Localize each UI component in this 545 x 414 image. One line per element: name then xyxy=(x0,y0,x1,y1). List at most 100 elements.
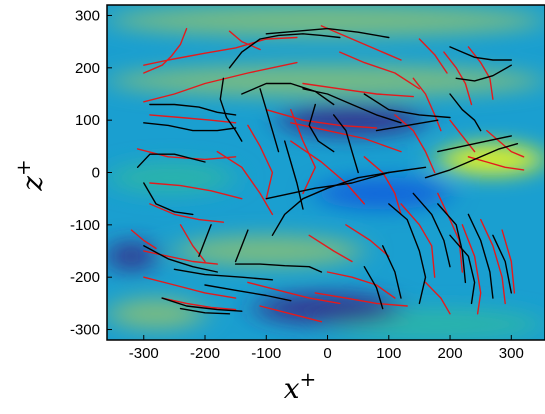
heatmap-field xyxy=(107,5,545,340)
streak-line xyxy=(449,93,482,132)
streak-line xyxy=(449,234,476,305)
streak-series-1 xyxy=(136,27,519,315)
streak-line xyxy=(308,234,353,263)
streak-line xyxy=(143,276,237,299)
streak-line xyxy=(149,182,243,200)
streak-line xyxy=(173,268,274,281)
streak-line xyxy=(284,140,304,210)
streak-line xyxy=(412,192,451,268)
heatmap-band xyxy=(174,235,365,268)
streak-line xyxy=(228,30,261,51)
heatmap-band xyxy=(107,297,206,330)
streak-line xyxy=(501,229,516,294)
streak-line xyxy=(234,229,249,263)
x-axis-label-main: x xyxy=(284,372,300,405)
streak-line xyxy=(143,182,194,216)
streak-line xyxy=(198,224,212,257)
streak-line xyxy=(437,135,512,153)
y-axis-ticks: 300 200 100 0 -100 -200 -300 xyxy=(70,7,112,339)
streak-line xyxy=(247,124,274,200)
streak-line xyxy=(443,51,473,106)
streak-line xyxy=(265,109,378,129)
x-tick-label: 100 xyxy=(376,345,401,362)
streak-line xyxy=(461,224,482,315)
x-axis-ticks: -300 -200 -100 0 100 200 300 xyxy=(129,335,524,362)
streak-line xyxy=(467,156,525,171)
heatmap-band xyxy=(107,5,545,37)
streak-line xyxy=(437,203,467,284)
y-tick-label: -300 xyxy=(70,322,100,339)
heatmap-band xyxy=(437,143,545,176)
streak-line xyxy=(149,103,237,116)
streak-line xyxy=(179,224,206,263)
x-tick-label: 300 xyxy=(499,345,524,362)
streak-line xyxy=(339,51,421,90)
streak-lines xyxy=(130,25,525,323)
streak-line xyxy=(388,203,427,305)
streak-series-0 xyxy=(130,25,525,323)
streak-line xyxy=(179,307,231,315)
streak-line xyxy=(143,61,298,103)
streak-line xyxy=(143,245,218,273)
heatmap-band xyxy=(107,161,236,194)
streak-line xyxy=(161,297,243,312)
streak-line xyxy=(219,77,243,142)
streak-line xyxy=(314,292,408,307)
streak-line xyxy=(326,271,396,299)
streak-line xyxy=(363,156,402,216)
y-axis-label-sup: + xyxy=(11,159,35,176)
y-tick-label: 300 xyxy=(75,7,100,24)
heatmap-band xyxy=(107,64,545,97)
streak-line xyxy=(424,143,519,179)
streak-line xyxy=(149,203,225,223)
streak-line xyxy=(449,119,476,153)
streak-line xyxy=(259,88,280,153)
streak-line xyxy=(437,192,463,273)
streak-line xyxy=(241,82,335,106)
streak-line xyxy=(302,82,414,98)
y-tick-label: 200 xyxy=(75,60,100,77)
streak-line xyxy=(424,281,451,315)
streak-line xyxy=(363,93,451,119)
y-tick-label: -200 xyxy=(70,269,100,286)
streak-line xyxy=(247,281,341,305)
streak-line xyxy=(418,38,448,74)
streak-line xyxy=(149,114,237,124)
heatmap-band xyxy=(107,240,157,273)
streak-line xyxy=(467,213,494,299)
streak-line xyxy=(136,153,206,168)
heatmap-band xyxy=(315,177,451,210)
y-axis-label: z+ xyxy=(11,159,49,192)
streak-line xyxy=(394,114,436,174)
streak-line xyxy=(204,284,292,302)
streak-line xyxy=(455,64,512,82)
streak-line xyxy=(136,148,237,161)
streak-line xyxy=(143,250,218,265)
streak-line xyxy=(143,27,188,74)
streak-line xyxy=(467,46,494,100)
streak-line xyxy=(492,234,512,294)
x-tick-label: -300 xyxy=(129,345,159,362)
y-axis-label-main: z xyxy=(16,176,49,192)
streak-line xyxy=(234,263,323,273)
streak-line xyxy=(333,114,359,174)
streak-line xyxy=(400,203,436,278)
x-axis-label: x+ xyxy=(284,367,317,405)
streak-line xyxy=(143,122,237,132)
streak-line xyxy=(290,140,365,205)
x-axis-label-sup: + xyxy=(300,367,317,391)
x-tick-label: 200 xyxy=(438,345,463,362)
streak-line xyxy=(480,218,506,305)
streak-line xyxy=(412,77,442,132)
streak-line xyxy=(265,27,390,39)
heatmap-bands xyxy=(107,5,545,340)
streak-line xyxy=(143,36,298,66)
x-tick-label: 0 xyxy=(323,345,331,362)
streak-line xyxy=(382,245,402,299)
streak-line xyxy=(259,305,323,323)
streak-line xyxy=(271,171,390,236)
y-tick-label: 0 xyxy=(92,165,100,182)
y-tick-label: -100 xyxy=(70,217,100,234)
streak-line xyxy=(449,46,512,61)
